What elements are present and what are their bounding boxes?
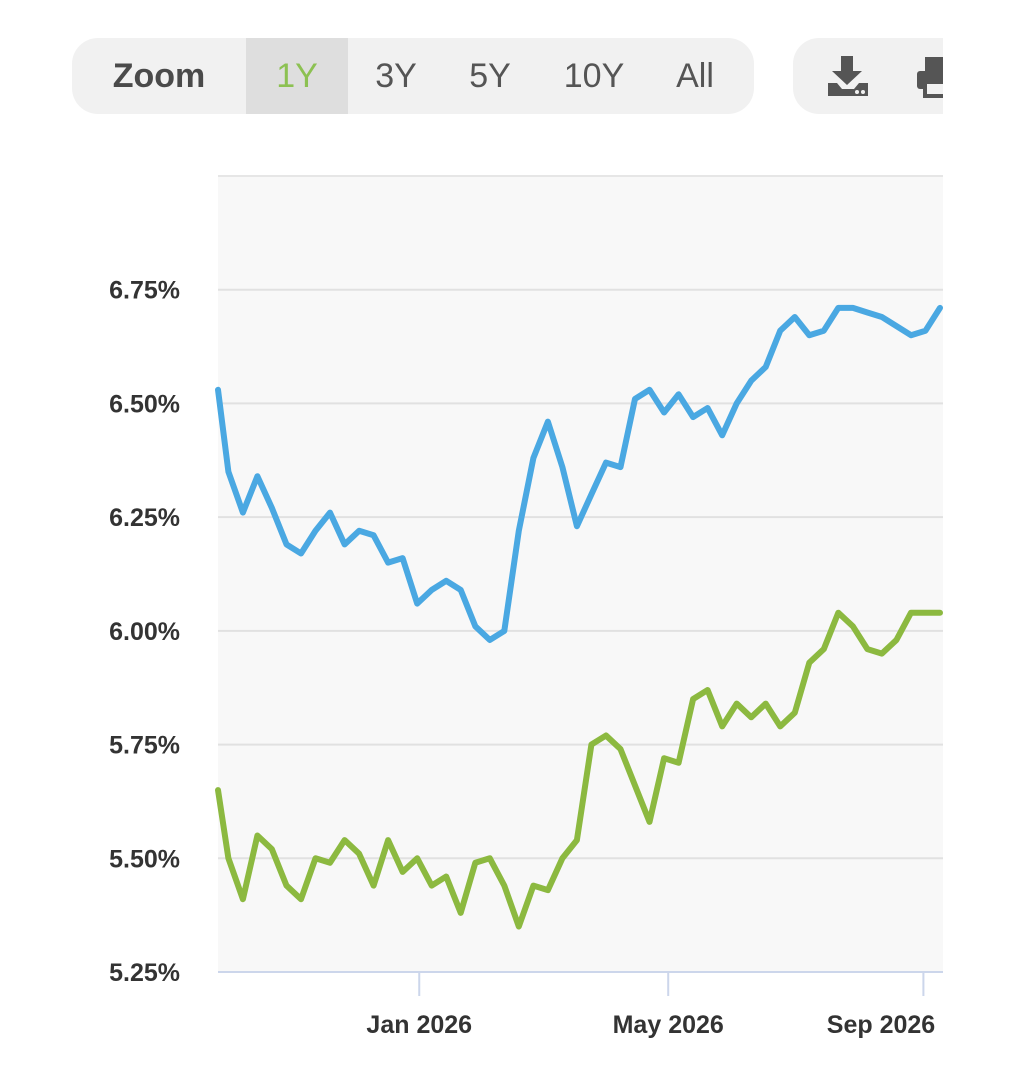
x-tick-label: May 2026 bbox=[613, 1011, 724, 1039]
series-line-1[interactable] bbox=[215, 304, 943, 643]
print-icon bbox=[917, 57, 943, 98]
print-button[interactable] bbox=[915, 38, 943, 114]
download-button[interactable] bbox=[825, 38, 871, 114]
y-tick-label: 6.00% bbox=[109, 618, 180, 646]
y-tick-label: 5.50% bbox=[109, 845, 180, 873]
zoom-all-button[interactable]: All bbox=[676, 56, 714, 95]
plot-background bbox=[218, 176, 943, 972]
chart-tools bbox=[793, 38, 943, 114]
x-tick-label: Jan 2026 bbox=[366, 1011, 472, 1039]
zoom-3y-button[interactable]: 3Y bbox=[375, 56, 417, 95]
y-tick-label: 6.25% bbox=[109, 504, 180, 532]
y-tick-label: 5.25% bbox=[109, 959, 180, 987]
download-icon bbox=[828, 56, 868, 96]
zoom-5y-button[interactable]: 5Y bbox=[469, 56, 511, 95]
zoom-range-selector: Zoom 1Y 3Y 5Y 10Y All bbox=[72, 38, 754, 114]
series-line-2[interactable] bbox=[215, 609, 943, 930]
zoom-label: Zoom bbox=[112, 56, 206, 95]
y-tick-label: 5.75% bbox=[109, 732, 180, 760]
y-tick-label: 6.50% bbox=[109, 390, 180, 418]
y-tick-label: 6.75% bbox=[109, 277, 180, 305]
zoom-10y-button[interactable]: 10Y bbox=[563, 56, 625, 95]
zoom-1y-button[interactable]: 1Y bbox=[246, 38, 348, 114]
x-tick-label: Sep 2026 bbox=[827, 1011, 935, 1039]
